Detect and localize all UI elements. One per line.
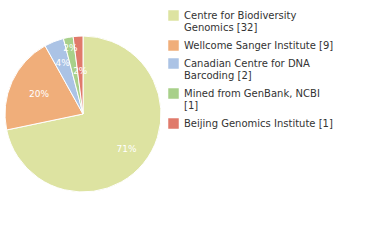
data-label: 2% <box>73 66 88 76</box>
legend: Centre for Biodiversity Genomics [32] Wel… <box>168 10 333 129</box>
legend-label-line: [1] <box>184 100 198 111</box>
data-label: 2% <box>63 43 78 53</box>
legend-label: Beijing Genomics Institute [1] <box>184 118 333 129</box>
data-label: 71% <box>117 144 137 154</box>
chart: 71%20%4%2%2%Centre for Biodiversity Geno… <box>0 0 380 240</box>
legend-label-line: Mined from GenBank, NCBI <box>184 88 323 99</box>
legend-label-line: Centre for Biodiversity <box>184 10 300 21</box>
legend-swatch <box>168 40 179 51</box>
data-label: 4% <box>56 58 71 68</box>
legend-label-line: Canadian Centre for DNA <box>184 58 313 69</box>
legend-label-line: Genomics [32] <box>184 22 257 33</box>
legend-swatch <box>168 118 179 129</box>
data-label: 20% <box>29 89 49 99</box>
legend-label-line: Wellcome Sanger Institute [9] <box>184 40 333 51</box>
legend-label-line: Barcoding [2] <box>184 70 252 81</box>
legend-label-line: Beijing Genomics Institute [1] <box>184 118 333 129</box>
legend-label: Wellcome Sanger Institute [9] <box>184 40 333 51</box>
legend-swatch <box>168 88 179 99</box>
pie <box>5 36 161 192</box>
legend-label: Centre for Biodiversity Genomics [32] <box>184 10 300 33</box>
legend-label: Mined from GenBank, NCBI [1] <box>184 88 323 111</box>
legend-swatch <box>168 10 179 21</box>
data-labels: 71%20%4%2%2% <box>29 43 137 154</box>
legend-label: Canadian Centre for DNA Barcoding [2] <box>184 58 313 81</box>
legend-swatch <box>168 58 179 69</box>
